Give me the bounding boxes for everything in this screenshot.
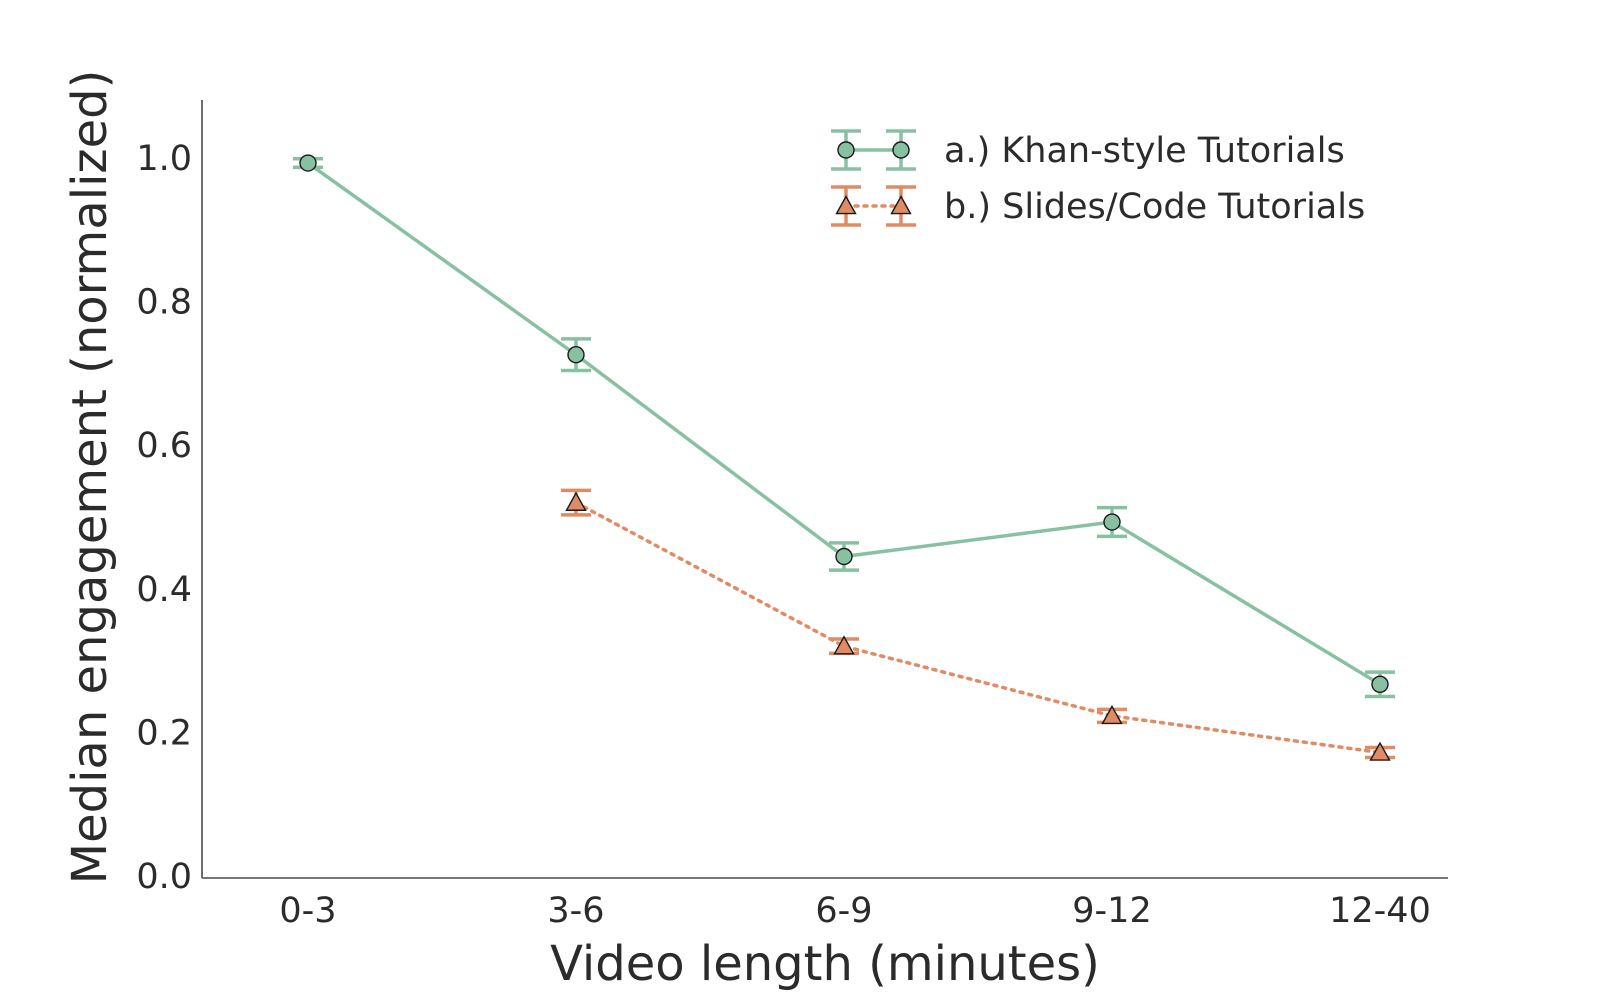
series-2: [561, 488, 1395, 761]
legend-item: a.) Khan-style Tutorials: [831, 129, 1345, 171]
series-line: [306, 161, 1381, 686]
x-tick-label: 12-40: [1329, 891, 1431, 931]
legend-marker: [890, 195, 912, 215]
y-tick-label: 1.0: [136, 139, 192, 179]
data-point: [565, 491, 587, 511]
y-tick-label: 0.0: [136, 857, 192, 897]
data-point: [833, 635, 855, 655]
axes: [201, 100, 1448, 879]
x-tick-label: 0-3: [279, 891, 336, 931]
x-axis-title: Video length (minutes): [550, 936, 1100, 992]
data-point: [1101, 704, 1123, 725]
x-tick-labels: 0-3 3-6 6-9 9-12 12-40: [279, 891, 1430, 931]
y-tick-label: 0.4: [136, 570, 192, 610]
legend-item: b.) Slides/Code Tutorials: [831, 185, 1365, 227]
legend-label: a.) Khan-style Tutorials: [944, 131, 1345, 171]
data-point: [1103, 513, 1121, 531]
legend-marker: [892, 141, 910, 159]
legend: a.) Khan-style Tutorials b.) Slides/Code …: [831, 129, 1365, 227]
data-point: [835, 547, 853, 566]
y-tick-label: 0.8: [136, 283, 192, 323]
series-layer: [293, 154, 1395, 761]
data-point: [567, 346, 585, 364]
series-1: [293, 154, 1395, 699]
y-axis-title: Median engagement (normalized): [62, 70, 118, 885]
x-tick-label: 6-9: [815, 891, 872, 931]
data-point: [299, 154, 317, 172]
y-tick-labels: 0.0 0.2 0.4 0.6 0.8 1.0: [136, 139, 192, 897]
legend-label: b.) Slides/Code Tutorials: [944, 187, 1365, 227]
data-point: [1369, 741, 1391, 761]
x-tick-label: 9-12: [1072, 891, 1151, 931]
legend-marker: [837, 141, 855, 159]
y-tick-label: 0.6: [136, 426, 192, 466]
y-tick-label: 0.2: [136, 713, 192, 753]
data-point: [1371, 675, 1389, 693]
series-line: [574, 500, 1382, 755]
legend-marker: [835, 195, 857, 215]
x-tick-label: 3-6: [547, 891, 604, 931]
